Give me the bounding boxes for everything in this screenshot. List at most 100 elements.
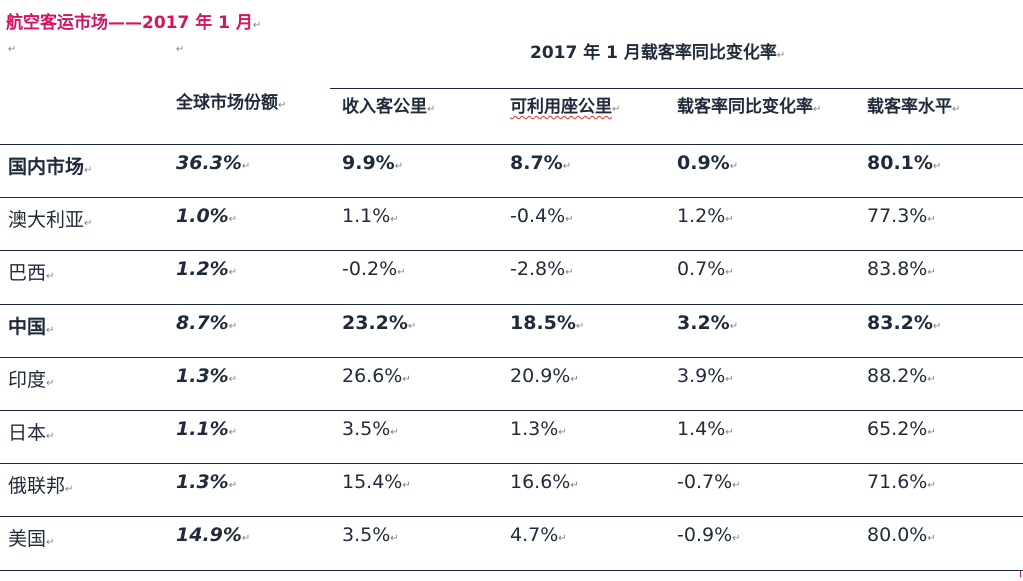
paragraph-mark-icon: ↵ — [394, 161, 404, 172]
row-rpk: 15.4%↵ — [342, 471, 411, 493]
column-header-label: 全球市场份额 — [176, 93, 278, 113]
paragraph-mark-icon: ↵ — [932, 161, 942, 172]
row-plf-level: 80.1%↵ — [867, 152, 942, 174]
row-market-share: 1.3%↵ — [176, 471, 238, 493]
paragraph-mark-icon: ↵ — [725, 214, 734, 225]
table-row: 俄联邦↵ 1.3%↵ 15.4%↵ 16.6%↵ -0.7%↵ 71.6%↵ — [0, 463, 1023, 517]
row-ask: 16.6%↵ — [510, 471, 579, 493]
paragraph-mark-icon: ↵ — [390, 533, 399, 544]
paragraph-mark-icon: ↵ — [241, 533, 251, 544]
paragraph-mark-icon: ↵ — [228, 214, 238, 225]
row-plf-level: 83.2%↵ — [867, 312, 942, 334]
paragraph-mark-icon: ↵ — [228, 427, 238, 438]
table-row: 印度↵ 1.3%↵ 26.6%↵ 20.9%↵ 3.9%↵ 88.2%↵ — [0, 357, 1023, 411]
paragraph-mark-icon: ↵ — [725, 427, 734, 438]
row-rpk: 3.5%↵ — [342, 418, 399, 440]
paragraph-mark-icon: ↵ — [65, 484, 74, 495]
row-ask: -0.4%↵ — [510, 205, 574, 227]
paragraph-mark-icon: ↵ — [46, 537, 55, 548]
row-market-name: 巴西↵ — [8, 262, 55, 284]
row-market-name: 美国↵ — [8, 528, 55, 550]
row-plf-change: -0.7%↵ — [677, 471, 741, 493]
group-header-rule — [330, 88, 1023, 89]
margin-marker — [1020, 571, 1021, 577]
paragraph-mark-icon: ↵ — [776, 50, 786, 61]
table-row: 美国↵ 14.9%↵ 3.5%↵ 4.7%↵ -0.9%↵ 80.0%↵ — [0, 516, 1023, 571]
table-row: 中国↵ 8.7%↵ 23.2%↵ 18.5%↵ 3.2%↵ 83.2%↵ — [0, 304, 1023, 358]
paragraph-mark-icon: ↵ — [46, 378, 55, 389]
paragraph-mark-icon: ↵ — [407, 321, 417, 332]
row-plf-change: -0.9%↵ — [677, 524, 741, 546]
paragraph-mark-icon: ↵ — [427, 104, 436, 115]
row-ask: 20.9%↵ — [510, 365, 579, 387]
row-market-share: 1.2%↵ — [176, 258, 238, 280]
paragraph-mark-icon: ↵ — [252, 20, 262, 31]
paragraph-mark-icon: ↵ — [570, 374, 579, 385]
paragraph-mark-icon: ↵ — [927, 427, 936, 438]
paragraph-mark-icon: ↵ — [732, 480, 741, 491]
paragraph-mark-icon: ↵ — [565, 214, 574, 225]
row-market-share: 14.9%↵ — [176, 524, 251, 546]
paragraph-mark-icon: ↵ — [84, 218, 93, 229]
paragraph-mark-icon: ↵ — [725, 374, 734, 385]
paragraph-mark-icon: ↵ — [558, 427, 567, 438]
column-header-label: 载客率同比变化率 — [677, 97, 813, 117]
row-plf-change: 3.2%↵ — [677, 312, 739, 334]
paragraph-mark-icon: ↵ — [927, 214, 936, 225]
row-plf-level: 77.3%↵ — [867, 205, 936, 227]
row-plf-change: 1.2%↵ — [677, 205, 734, 227]
paragraph-mark-icon: ↵ — [241, 161, 251, 172]
row-plf-level: 88.2%↵ — [867, 365, 936, 387]
row-market-name: 俄联邦↵ — [8, 475, 74, 497]
row-rpk: 9.9%↵ — [342, 152, 404, 174]
row-ask: 8.7%↵ — [510, 152, 572, 174]
row-market-name: 中国↵ — [8, 316, 55, 338]
paragraph-mark-icon: ↵ — [176, 44, 185, 55]
table-row: 巴西↵ 1.2%↵ -0.2%↵ -2.8%↵ 0.7%↵ 83.8%↵ — [0, 250, 1023, 304]
row-market-share: 8.7%↵ — [176, 312, 238, 334]
paragraph-mark-icon: ↵ — [575, 321, 585, 332]
paragraph-mark-icon: ↵ — [228, 480, 238, 491]
paragraph-mark-icon: ↵ — [729, 321, 739, 332]
paragraph-mark-icon: ↵ — [952, 104, 961, 115]
paragraph-mark-icon: ↵ — [927, 533, 936, 544]
row-ask: 1.3%↵ — [510, 418, 567, 440]
paragraph-mark-icon: ↵ — [927, 480, 936, 491]
paragraph-mark-icon: ↵ — [228, 267, 238, 278]
row-plf-change: 0.7%↵ — [677, 258, 734, 280]
paragraph-mark-icon: ↵ — [46, 431, 55, 442]
row-plf-change: 1.4%↵ — [677, 418, 734, 440]
column-header-market-share: 全球市场份额↵ — [176, 88, 286, 113]
paragraph-mark-icon: ↵ — [390, 214, 399, 225]
row-ask: 4.7%↵ — [510, 524, 567, 546]
column-header-ask: 可利用座公里↵ — [510, 92, 620, 117]
paragraph-mark-icon: ↵ — [813, 104, 822, 115]
paragraph-mark-icon: ↵ — [402, 480, 411, 491]
paragraph-mark-icon: ↵ — [558, 533, 567, 544]
document-title: 航空客运市场——2017 年 1 月↵ — [6, 8, 261, 33]
paragraph-mark-icon: ↵ — [228, 321, 238, 332]
paragraph-mark-icon: ↵ — [732, 533, 741, 544]
paragraph-mark-icon: ↵ — [932, 321, 942, 332]
row-rpk: -0.2%↵ — [342, 258, 406, 280]
paragraph-mark-icon: ↵ — [390, 427, 399, 438]
row-market-name: 印度↵ — [8, 369, 55, 391]
paragraph-mark-icon: ↵ — [725, 267, 734, 278]
title-text: 航空客运市场——2017 年 1 月 — [6, 13, 253, 33]
paragraph-mark-icon: ↵ — [397, 267, 406, 278]
row-plf-level: 83.8%↵ — [867, 258, 936, 280]
row-market-name: 国内市场↵ — [8, 156, 93, 178]
column-header-rpk: 收入客公里↵ — [342, 92, 435, 117]
row-rpk: 3.5%↵ — [342, 524, 399, 546]
row-plf-change: 0.9%↵ — [677, 152, 739, 174]
row-market-share: 1.3%↵ — [176, 365, 238, 387]
row-rpk: 26.6%↵ — [342, 365, 411, 387]
column-header-plf-change: 载客率同比变化率↵ — [677, 92, 821, 117]
group-header: 2017 年 1 月载客率同比变化率↵ — [530, 38, 785, 63]
row-market-share: 1.1%↵ — [176, 418, 238, 440]
group-header-text: 2017 年 1 月载客率同比变化率 — [530, 43, 777, 63]
paragraph-mark-icon: ↵ — [278, 100, 287, 111]
row-market-name: 日本↵ — [8, 422, 55, 444]
row-rpk: 23.2%↵ — [342, 312, 417, 334]
row-market-share: 1.0%↵ — [176, 205, 238, 227]
